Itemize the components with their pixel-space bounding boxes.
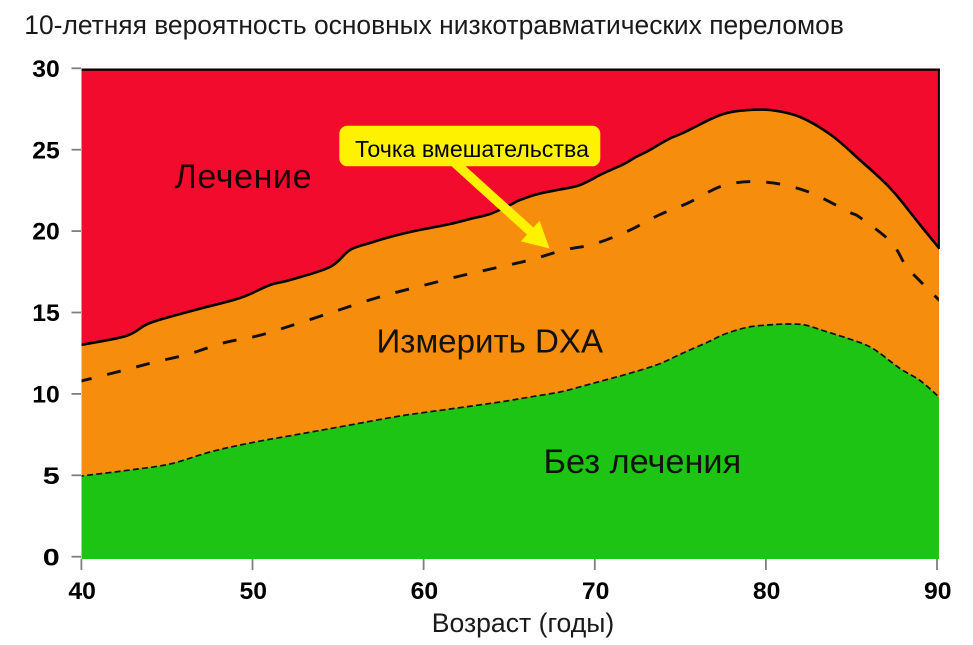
- svg-text:Лечение: Лечение: [175, 158, 313, 196]
- svg-text:Без лечения: Без лечения: [544, 443, 742, 481]
- svg-text:10-летняя вероятность основных: 10-летняя вероятность основных низкотрав…: [24, 10, 844, 40]
- svg-text:25: 25: [32, 137, 60, 164]
- svg-text:5: 5: [43, 463, 60, 490]
- svg-text:15: 15: [32, 300, 60, 327]
- svg-text:80: 80: [753, 578, 781, 605]
- svg-text:Точка вмешательства: Точка вмешательства: [355, 136, 589, 162]
- svg-text:Возраст (годы): Возраст (годы): [432, 608, 615, 638]
- svg-text:60: 60: [411, 578, 439, 605]
- svg-text:40: 40: [68, 578, 96, 605]
- svg-text:30: 30: [32, 56, 60, 83]
- svg-text:50: 50: [240, 578, 268, 605]
- svg-text:20: 20: [32, 219, 60, 246]
- svg-text:90: 90: [924, 578, 952, 605]
- svg-text:Измерить DXA: Измерить DXA: [377, 324, 604, 361]
- svg-text:0: 0: [43, 544, 60, 571]
- svg-text:70: 70: [582, 578, 610, 605]
- svg-text:10: 10: [32, 382, 60, 409]
